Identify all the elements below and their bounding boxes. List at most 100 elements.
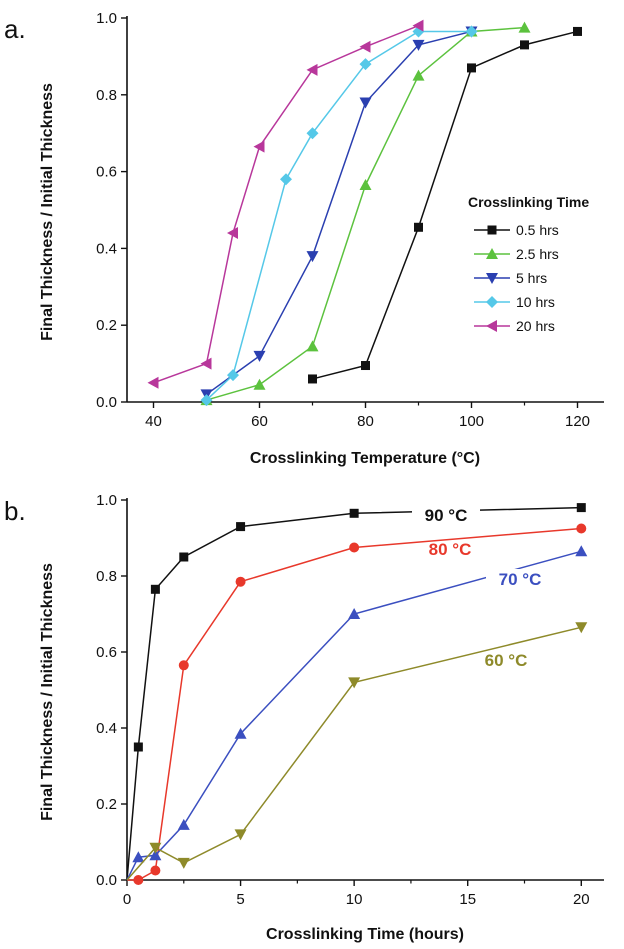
panel-b-y-tick-label: 1.0 [96,492,117,509]
legend-marker [486,273,498,284]
panel-b-y-tick-label: 0.2 [96,796,117,813]
data-point [235,576,246,587]
panel-b-x-tick-label: 5 [236,891,244,908]
panel-a-legend: Crosslinking Time 0.5 hrs 2.5 hrs 5 hrs 10 … [468,194,589,334]
series-label-bg [486,569,554,591]
panel-a-y-tick-label: 0.8 [96,87,117,104]
panel-b-y-tick-label: 0.0 [96,872,117,889]
panel-a-x-tick-label: 120 [565,413,590,430]
panel-a-y-tick-label: 1.0 [96,10,117,27]
legend-label: 10 hrs [516,294,555,310]
data-point [349,508,359,518]
data-point [573,26,582,36]
data-point [520,40,529,50]
legend-title: Crosslinking Time [468,194,589,210]
panel-a-x-tick-label: 100 [459,413,484,430]
data-point [412,69,425,81]
panel-b-y-tick-label: 0.4 [96,720,117,737]
panel-a-x-tick-label: 80 [357,413,374,430]
data-point [150,865,161,876]
panel-a-y-tick-label: 0.2 [96,317,117,334]
data-point [178,660,189,671]
data-point [177,818,190,830]
data-point [575,622,588,634]
data-point [306,340,319,352]
panel-a-y-tick-label: 0.4 [96,240,117,257]
data-point [147,376,159,389]
legend-label: 2.5 hrs [516,246,559,262]
data-point [227,369,239,382]
panel-b-x-tick-label: 20 [573,891,590,908]
series-line-5-hrs [206,30,472,395]
panel-b-label: b. [4,496,26,526]
data-point [348,677,361,689]
data-point [133,742,143,752]
series-line-60-c [126,626,582,881]
data-point [200,357,212,370]
panel-b-x-axis-title: Crosslinking Time (hours) [266,926,464,943]
data-point [306,251,319,263]
data-point [349,542,360,553]
data-point [234,829,247,841]
data-point [200,394,213,407]
legend-label: 20 hrs [516,318,555,334]
data-point [236,522,246,532]
panel-b-y-axis-title: Final Thickness / Initial Thickness [39,563,56,821]
data-point [253,140,265,153]
series-label: 90 °C [425,506,468,525]
panel-a-plot: 0.0 0.2 0.4 0.6 0.8 1.0 40 60 80 100 120 [96,10,604,430]
data-point [177,857,190,869]
data-point [179,552,189,562]
data-point [132,851,145,863]
series-line-2-5-hrs [206,26,525,401]
data-point [412,19,424,32]
series-label: 60 °C [485,651,528,670]
legend-marker [486,320,497,332]
panel-b-plot: 0.0 0.2 0.4 0.6 0.8 1.0 0 5 10 15 20 90 °C 80 °C 70 °… [96,492,604,908]
panel-b-y-tick-label: 0.8 [96,568,117,585]
data-point [227,227,238,240]
data-point [467,63,476,73]
panel-b-x-tick-label: 15 [459,891,476,908]
data-point [359,58,372,71]
series-line-0-5-hrs [312,30,578,380]
panel-a-y-axis-title: Final Thickness / Initial Thickness [39,83,56,341]
data-point [149,849,162,861]
series-label: 70 °C [499,570,542,589]
panel-a-x-tick-label: 40 [145,413,162,430]
series-line-10-hrs [205,30,472,401]
data-point [575,545,588,557]
panel-a-label: a. [4,14,26,44]
data-point [133,875,144,885]
data-point [465,25,478,38]
data-point [414,222,423,232]
data-point [280,173,292,186]
legend-label: 5 hrs [516,270,547,286]
panel-a-x-tick-label: 60 [251,413,268,430]
legend-marker [486,296,498,308]
legend-marker [487,225,497,235]
panel-a-y-tick-label: 0.0 [96,394,117,411]
legend-marker [486,248,498,259]
data-point [348,608,361,619]
panel-a-y-tick-label: 0.6 [96,164,117,181]
data-point [234,727,247,739]
data-point [253,378,266,390]
series-label: 80 °C [429,540,472,559]
data-point [306,63,318,76]
legend-label: 0.5 hrs [516,222,559,238]
data-point [518,21,531,33]
data-point [576,503,586,513]
data-point [412,39,425,51]
data-point [149,842,162,854]
data-point [576,523,587,534]
panel-b-x-tick-label: 0 [123,891,131,908]
series-label-bg [412,505,480,527]
data-point [150,584,160,594]
panel-b-x-tick-label: 10 [346,891,363,908]
data-point [308,374,317,384]
data-point [359,179,372,191]
series-line-70-c [126,550,582,881]
